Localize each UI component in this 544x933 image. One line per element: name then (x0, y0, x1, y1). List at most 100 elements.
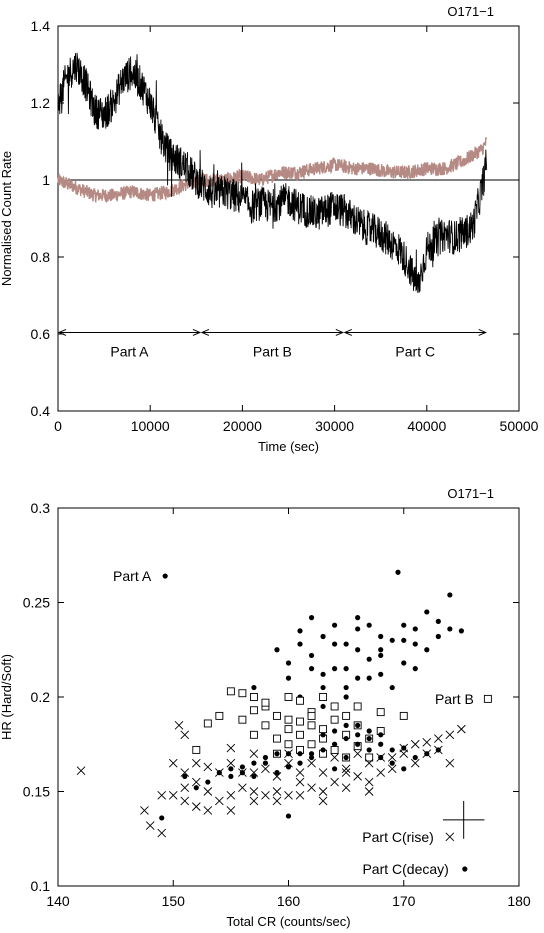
data-point (249, 796, 259, 806)
data-point (226, 790, 236, 800)
data-point (285, 813, 292, 819)
data-point (353, 702, 362, 711)
y-axis-label: Normalised Count Rate (0, 151, 14, 286)
data-point (319, 725, 328, 734)
data-point (308, 652, 315, 659)
data-point (307, 758, 316, 768)
data-point (180, 796, 190, 806)
data-point (320, 703, 326, 710)
y-tick-label: 0.3 (31, 500, 51, 516)
data-point (318, 796, 328, 806)
y-tick-label: 1.2 (31, 95, 51, 111)
data-point (389, 747, 395, 753)
data-point (366, 656, 372, 662)
data-point (412, 641, 418, 647)
data-point (226, 806, 236, 815)
data-point (145, 821, 155, 830)
data-point (355, 732, 361, 738)
y-tick-label: 0.1 (31, 878, 51, 894)
data-point (387, 764, 397, 774)
data-point (366, 747, 372, 753)
data-point (261, 764, 270, 774)
data-point (320, 732, 326, 738)
data-point (174, 721, 184, 730)
x-tick-label: 170 (392, 893, 416, 909)
series-label: Part B (435, 691, 474, 707)
data-point (203, 787, 213, 796)
data-point (285, 764, 292, 770)
data-point (389, 684, 395, 691)
data-point (249, 768, 259, 777)
data-point (389, 760, 395, 766)
data-point (307, 721, 316, 730)
data-point (424, 647, 430, 653)
x-tick-label: 10000 (131, 418, 170, 434)
data-point (285, 751, 292, 757)
data-point (378, 652, 384, 659)
data-point (272, 796, 282, 806)
data-point (308, 615, 315, 621)
data-point (249, 706, 258, 715)
data-point (296, 730, 304, 739)
part-arrow-left (57, 329, 67, 336)
data-point (228, 766, 234, 772)
data-point (297, 751, 303, 757)
y-tick-label: 0.15 (23, 784, 50, 800)
data-point (364, 758, 374, 768)
part-label: Part B (253, 343, 292, 359)
x-tick-label: 50000 (500, 418, 539, 434)
series-part-c-rise (76, 721, 466, 842)
data-point (180, 730, 190, 740)
data-point (332, 666, 338, 672)
data-point (239, 764, 245, 770)
data-point (226, 687, 235, 696)
data-point (366, 728, 372, 734)
data-point (353, 772, 362, 781)
data-point (341, 768, 351, 777)
data-point (319, 693, 328, 701)
data-point (332, 741, 338, 747)
data-point (401, 622, 407, 628)
data-point (297, 641, 303, 647)
data-point (191, 802, 201, 811)
data-point (159, 815, 165, 821)
part-arrow-right (478, 329, 487, 336)
x-axis-label: Total CR (counts/sec) (226, 914, 350, 929)
data-point (445, 730, 455, 740)
data-point (297, 760, 303, 766)
data-point (203, 719, 212, 728)
data-point (458, 628, 464, 634)
timeseries-chart: 0 10000 20000 30000 40000 50000 0.4 0.6 0.8 1 1.2 1… (0, 4, 539, 454)
data-point (401, 766, 407, 772)
series-part-a (162, 569, 464, 710)
data-point (395, 569, 401, 575)
data-point (308, 666, 315, 672)
y-tick-label: 0.8 (31, 249, 51, 265)
data-point (355, 615, 361, 621)
data-point (343, 684, 349, 691)
data-point (261, 698, 270, 707)
data-point (457, 724, 466, 734)
data-point (168, 790, 178, 800)
data-point (261, 721, 270, 730)
data-point (355, 675, 361, 681)
data-point (435, 633, 441, 640)
data-point (332, 728, 338, 734)
data-point (378, 754, 384, 761)
data-point (412, 626, 418, 632)
chart-title: O171−1 (447, 4, 494, 19)
part-arrow-left (343, 329, 353, 336)
x-tick-label: 40000 (407, 418, 446, 434)
data-point (284, 758, 293, 768)
data-point (182, 773, 188, 779)
data-point (341, 764, 351, 774)
x-tick-label: 0 (54, 418, 62, 434)
data-point (353, 749, 362, 759)
data-point (389, 637, 395, 643)
y-tick-label: 0.4 (31, 403, 51, 419)
y-tick-label: 0.2 (31, 689, 51, 705)
chart-title: O171−1 (447, 486, 494, 501)
data-point (378, 671, 384, 677)
data-point (445, 758, 455, 768)
data-point (401, 637, 407, 643)
